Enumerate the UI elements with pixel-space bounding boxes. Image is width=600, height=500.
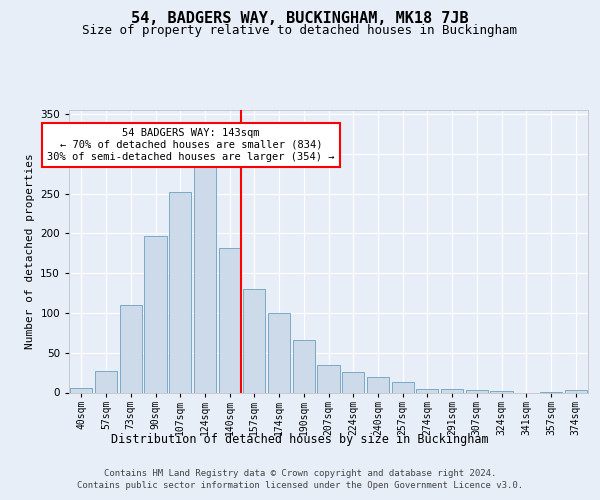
Text: 54 BADGERS WAY: 143sqm
← 70% of detached houses are smaller (834)
30% of semi-de: 54 BADGERS WAY: 143sqm ← 70% of detached…	[47, 128, 335, 162]
Bar	[317, 364, 340, 392]
Bar	[293, 340, 315, 392]
Bar	[169, 192, 191, 392]
Bar	[466, 390, 488, 392]
Bar	[392, 382, 414, 392]
Text: Size of property relative to detached houses in Buckingham: Size of property relative to detached ho…	[83, 24, 517, 37]
Text: Distribution of detached houses by size in Buckingham: Distribution of detached houses by size …	[111, 432, 489, 446]
Bar	[218, 248, 241, 392]
Bar	[194, 162, 216, 392]
Bar	[342, 372, 364, 392]
Bar	[145, 236, 167, 392]
Bar	[268, 313, 290, 392]
Text: Contains HM Land Registry data © Crown copyright and database right 2024.: Contains HM Land Registry data © Crown c…	[104, 469, 496, 478]
Bar	[243, 289, 265, 393]
Bar	[441, 388, 463, 392]
Bar	[416, 388, 439, 392]
Bar	[119, 305, 142, 392]
Bar	[95, 371, 117, 392]
Bar	[367, 378, 389, 392]
Text: Contains public sector information licensed under the Open Government Licence v3: Contains public sector information licen…	[77, 481, 523, 490]
Bar	[565, 390, 587, 392]
Bar	[70, 388, 92, 392]
Text: 54, BADGERS WAY, BUCKINGHAM, MK18 7JB: 54, BADGERS WAY, BUCKINGHAM, MK18 7JB	[131, 11, 469, 26]
Y-axis label: Number of detached properties: Number of detached properties	[25, 154, 35, 349]
Bar	[490, 391, 512, 392]
